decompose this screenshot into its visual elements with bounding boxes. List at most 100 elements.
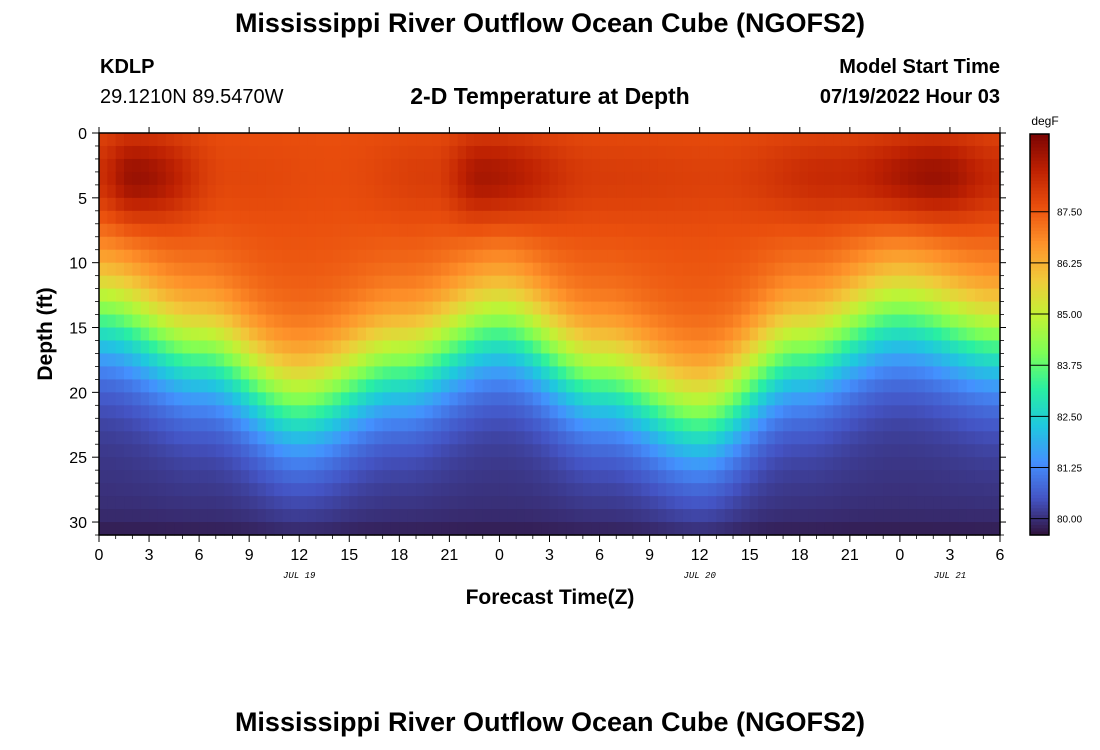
- heatmap-cell: [758, 171, 767, 186]
- colorbar-segment: [1030, 381, 1049, 386]
- heatmap-cell: [474, 197, 484, 212]
- heatmap-cell: [165, 457, 175, 471]
- heatmap-cell: [140, 366, 150, 380]
- heatmap-cell: [808, 327, 818, 342]
- heatmap-cell: [524, 158, 534, 173]
- heatmap-cell: [307, 392, 317, 406]
- heatmap-cell: [716, 158, 726, 173]
- heatmap-cell: [107, 236, 117, 251]
- heatmap-cell: [824, 236, 834, 251]
- heatmap-cell: [507, 223, 517, 238]
- heatmap-cell: [382, 353, 392, 368]
- heatmap-cell: [115, 418, 125, 432]
- heatmap-cell: [466, 158, 476, 173]
- heatmap-cell: [441, 418, 450, 432]
- heatmap-cell: [607, 288, 617, 303]
- heatmap-cell: [799, 249, 809, 264]
- heatmap-cell: [549, 418, 559, 432]
- heatmap-cell: [657, 236, 667, 251]
- heatmap-cell: [332, 184, 342, 199]
- heatmap-cell: [708, 133, 717, 147]
- model-start-label: Model Start Time: [839, 56, 1000, 78]
- heatmap-cell: [249, 184, 259, 199]
- heatmap-cell: [282, 522, 292, 536]
- heatmap-cell: [733, 249, 742, 264]
- heatmap-cell: [374, 314, 384, 329]
- heatmap-cell: [741, 418, 751, 432]
- heatmap-cell: [774, 210, 784, 225]
- heatmap-cell: [966, 301, 976, 316]
- heatmap-cell: [449, 145, 459, 160]
- heatmap-cell: [491, 288, 501, 303]
- heatmap-cell: [524, 133, 534, 147]
- heatmap-cell: [416, 184, 425, 199]
- heatmap-cell: [691, 327, 701, 342]
- heatmap-cell: [541, 145, 551, 160]
- heatmap-cell: [532, 301, 542, 316]
- heatmap-cell: [466, 236, 476, 251]
- heatmap-cell: [724, 288, 734, 303]
- heatmap-cell: [457, 327, 467, 342]
- heatmap-cell: [257, 353, 267, 368]
- heatmap-cell: [182, 171, 192, 186]
- heatmap-cell: [849, 327, 859, 342]
- heatmap-cell: [624, 275, 634, 290]
- heatmap-cell: [858, 509, 868, 523]
- colorbar-segment: [1030, 277, 1049, 282]
- heatmap-cell: [357, 457, 367, 471]
- heatmap-cell: [766, 379, 776, 393]
- heatmap-cell: [466, 457, 476, 471]
- heatmap-cell: [182, 249, 192, 264]
- heatmap-cell: [924, 457, 934, 471]
- colorbar-segment: [1030, 428, 1049, 433]
- heatmap-cell: [849, 145, 859, 160]
- heatmap-cell: [124, 457, 133, 471]
- heatmap-cell: [916, 301, 926, 316]
- heatmap-cell: [691, 249, 701, 264]
- heatmap-cell: [724, 223, 734, 238]
- heatmap-cell: [607, 327, 617, 342]
- heatmap-cell: [149, 379, 158, 393]
- y-tick-label: 20: [69, 385, 87, 402]
- heatmap-cell: [674, 366, 684, 380]
- heatmap-cell: [816, 522, 826, 536]
- heatmap-cell: [799, 236, 809, 251]
- heatmap-cell: [899, 496, 909, 510]
- heatmap-cell: [257, 288, 267, 303]
- heatmap-cell: [274, 158, 284, 173]
- heatmap-cell: [516, 444, 526, 458]
- colorbar-tick-label: 85.00: [1057, 310, 1082, 321]
- heatmap-cell: [432, 236, 442, 251]
- heatmap-cell: [290, 522, 300, 536]
- heatmap-cell: [390, 457, 400, 471]
- heatmap-cell: [340, 509, 350, 523]
- heatmap-cell: [741, 249, 751, 264]
- heatmap-cell: [182, 288, 192, 303]
- heatmap-cell: [666, 197, 676, 212]
- colorbar-segment: [1030, 134, 1049, 138]
- heatmap-cell: [891, 301, 901, 316]
- heatmap-cell: [115, 509, 125, 523]
- heatmap-cell: [407, 444, 417, 458]
- heatmap-cell: [349, 418, 359, 432]
- heatmap-cell: [791, 392, 801, 406]
- heatmap-cell: [791, 496, 801, 510]
- heatmap-cell: [874, 418, 884, 432]
- heatmap-cell: [874, 340, 884, 355]
- heatmap-cell: [532, 392, 542, 406]
- heatmap-cell: [941, 327, 951, 342]
- heatmap-cell: [557, 262, 567, 277]
- heatmap-cell: [466, 340, 476, 355]
- heatmap-cell: [424, 470, 434, 484]
- heatmap-cell: [382, 223, 392, 238]
- heatmap-cell: [799, 223, 809, 238]
- heatmap-cell: [432, 301, 442, 316]
- heatmap-cell: [641, 509, 651, 523]
- heatmap-cell: [190, 327, 200, 342]
- heatmap-cell: [332, 392, 342, 406]
- colorbar-segment: [1030, 401, 1049, 406]
- heatmap-cell: [232, 444, 242, 458]
- heatmap-cell: [432, 366, 442, 380]
- heatmap-cell: [557, 509, 567, 523]
- heatmap-cell: [299, 366, 309, 380]
